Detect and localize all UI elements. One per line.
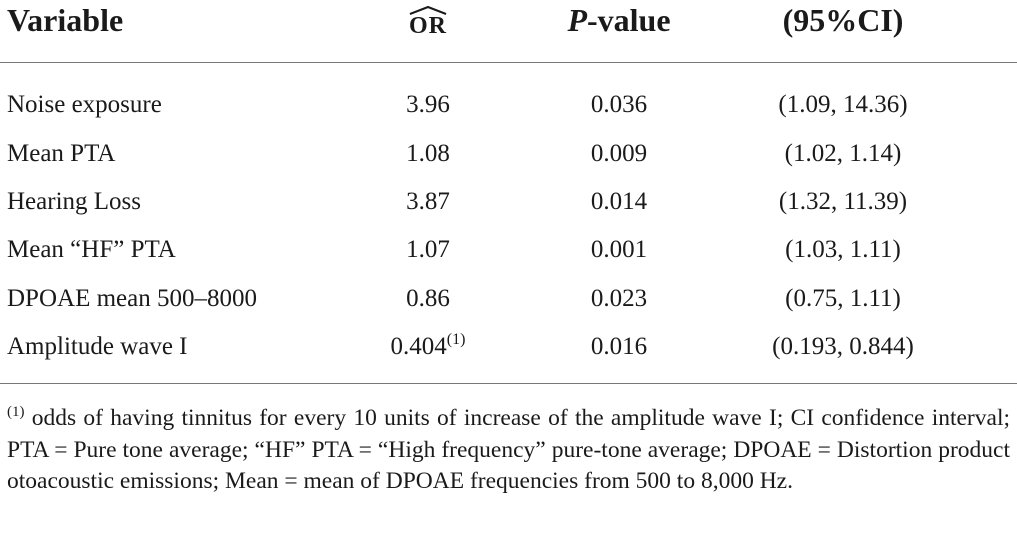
cell-variable: DPOAE mean 500–8000 [7, 285, 257, 312]
table-row: Amplitude wave I 0.404(1) 0.016 (0.193, … [0, 331, 1017, 373]
header-variable: Variable [7, 2, 124, 38]
header-ci: (95%CI) [782, 2, 904, 38]
header-p-suffix: -value [587, 2, 671, 38]
cell-variable: Hearing Loss [7, 188, 141, 215]
cell-variable: Amplitude wave I [7, 333, 188, 360]
header-p-value: P-value [567, 2, 670, 39]
cell-odds-ratio: 0.404(1) [390, 331, 466, 361]
table-row: Hearing Loss 3.87 0.014 (1.32, 11.39) [0, 188, 1017, 228]
cell-p-value: 0.023 [590, 285, 648, 312]
cell-p-value: 0.009 [590, 140, 648, 167]
cell-p-value: 0.036 [590, 91, 648, 118]
cell-variable: Mean “HF” PTA [7, 236, 176, 263]
cell-p-value: 0.014 [590, 188, 648, 215]
cell-variable: Noise exposure [7, 91, 162, 118]
cell-ci: (1.02, 1.14) [784, 140, 902, 167]
cell-p-value: 0.001 [590, 236, 648, 263]
cell-ci: (1.32, 11.39) [778, 188, 908, 215]
footnote-marker: (1) [446, 331, 466, 348]
header-or-label: OR [409, 13, 447, 39]
table-row: Noise exposure 3.96 0.036 (1.09, 14.36) [0, 91, 1017, 131]
table-header-row: Variable OR P-value (95%CI) [0, 2, 1017, 42]
cell-ci: (0.193, 0.844) [772, 333, 914, 360]
cell-odds-ratio: 1.08 [406, 140, 450, 167]
cell-p-value: 0.016 [590, 333, 648, 360]
table-row: Mean PTA 1.08 0.009 (1.02, 1.14) [0, 140, 1017, 180]
footnote-marker: (1) [7, 404, 25, 420]
header-odds-ratio: OR [409, 4, 447, 41]
header-divider [0, 62, 1017, 63]
cell-variable: Mean PTA [7, 140, 116, 167]
footnote-text: odds of having tinnitus for every 10 uni… [7, 405, 1010, 494]
cell-odds-ratio: 3.96 [406, 91, 450, 118]
header-p-letter: P [567, 2, 587, 38]
table-footnote: (1) odds of having tinnitus for every 10… [7, 403, 1010, 498]
odds-ratio-symbol: OR [409, 5, 447, 40]
cell-odds-ratio: 0.86 [406, 285, 450, 312]
cell-or-value: 0.404 [390, 333, 447, 360]
table-row: Mean “HF” PTA 1.07 0.001 (1.03, 1.11) [0, 236, 1017, 276]
table-bottom-divider [0, 383, 1017, 384]
cell-ci: (1.09, 14.36) [778, 91, 908, 118]
cell-odds-ratio: 1.07 [406, 236, 450, 263]
cell-ci: (1.03, 1.11) [785, 236, 901, 263]
cell-odds-ratio: 3.87 [406, 188, 450, 215]
cell-ci: (0.75, 1.11) [785, 285, 901, 312]
table-row: DPOAE mean 500–8000 0.86 0.023 (0.75, 1.… [0, 285, 1017, 325]
hat-accent-icon [409, 5, 447, 15]
